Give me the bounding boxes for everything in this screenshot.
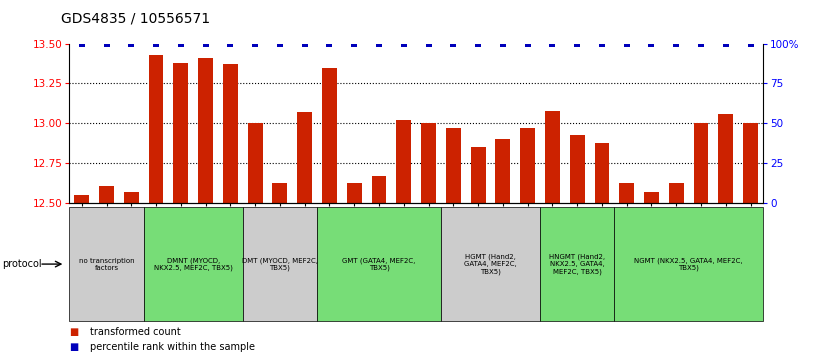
Point [249, 41, 262, 46]
Point [719, 41, 732, 46]
Point [670, 41, 683, 46]
Text: protocol: protocol [2, 259, 42, 269]
Bar [297, 112, 312, 203]
Point [348, 41, 361, 46]
Point [397, 41, 410, 46]
Bar [570, 135, 584, 203]
Point [596, 41, 609, 46]
Point [149, 41, 162, 46]
Bar [371, 176, 387, 203]
Point [496, 41, 509, 46]
Text: GMT (GATA4, MEF2C,
TBX5): GMT (GATA4, MEF2C, TBX5) [343, 257, 415, 271]
Bar [495, 139, 510, 203]
Point [75, 41, 88, 46]
Text: no transcription
factors: no transcription factors [78, 258, 135, 270]
Point [224, 41, 237, 46]
Bar [322, 68, 337, 203]
Text: GDS4835 / 10556571: GDS4835 / 10556571 [61, 11, 211, 25]
Text: DMNT (MYOCD,
NKX2.5, MEF2C, TBX5): DMNT (MYOCD, NKX2.5, MEF2C, TBX5) [153, 257, 233, 271]
Bar [545, 111, 560, 203]
Point [199, 41, 212, 46]
Text: HNGMT (Hand2,
NKX2.5, GATA4,
MEF2C, TBX5): HNGMT (Hand2, NKX2.5, GATA4, MEF2C, TBX5… [549, 254, 605, 274]
Bar [248, 123, 263, 203]
Bar [520, 128, 535, 203]
Point [694, 41, 707, 46]
Bar [644, 192, 659, 203]
Point [447, 41, 460, 46]
Bar [669, 183, 684, 203]
Bar [74, 195, 89, 203]
Text: HGMT (Hand2,
GATA4, MEF2C,
TBX5): HGMT (Hand2, GATA4, MEF2C, TBX5) [464, 254, 517, 274]
Point [645, 41, 658, 46]
Point [546, 41, 559, 46]
Text: transformed count: transformed count [90, 327, 180, 337]
Bar [347, 183, 361, 203]
Bar [619, 183, 634, 203]
Point [100, 41, 113, 46]
Bar [421, 123, 436, 203]
Text: DMT (MYOCD, MEF2C,
TBX5): DMT (MYOCD, MEF2C, TBX5) [242, 257, 318, 271]
Point [472, 41, 485, 46]
Text: ■: ■ [69, 342, 78, 352]
Bar [149, 55, 163, 203]
Bar [446, 128, 461, 203]
Bar [124, 192, 139, 203]
Bar [273, 183, 287, 203]
Bar [595, 143, 610, 203]
Point [521, 41, 534, 46]
Text: NGMT (NKX2.5, GATA4, MEF2C,
TBX5): NGMT (NKX2.5, GATA4, MEF2C, TBX5) [634, 257, 743, 271]
Bar [173, 63, 188, 203]
Point [570, 41, 583, 46]
Bar [718, 114, 734, 203]
Point [744, 41, 757, 46]
Bar [694, 123, 708, 203]
Point [298, 41, 311, 46]
Text: percentile rank within the sample: percentile rank within the sample [90, 342, 255, 352]
Text: ■: ■ [69, 327, 78, 337]
Bar [198, 58, 213, 203]
Bar [397, 120, 411, 203]
Bar [471, 147, 486, 203]
Bar [223, 64, 237, 203]
Bar [743, 123, 758, 203]
Point [422, 41, 435, 46]
Point [323, 41, 336, 46]
Bar [99, 186, 114, 203]
Point [125, 41, 138, 46]
Point [273, 41, 286, 46]
Point [620, 41, 633, 46]
Point [372, 41, 385, 46]
Point [175, 41, 188, 46]
